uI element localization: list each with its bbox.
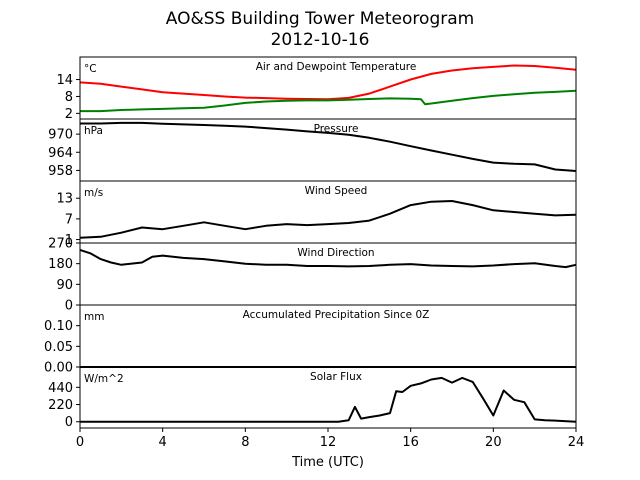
series-line-0-1 — [80, 89, 577, 113]
y-tick-label: 270 — [48, 237, 73, 252]
panels-group: 2 8 14 Air and Dewpoint Temperature °C 958 964… — [44, 56, 577, 430]
x-axis: 0 4 8 12 16 20 24 — [76, 428, 584, 450]
figure-subtitle: 2012-10-16 — [271, 30, 370, 50]
panel-title: Pressure — [314, 123, 359, 135]
y-tick-label: 0.00 — [44, 361, 73, 376]
panel-title: Solar Flux — [310, 371, 362, 383]
panel-3: 0 90 180 270 Wind Direction — [48, 237, 577, 314]
y-tick-label: 0.10 — [44, 319, 73, 334]
x-tick-label: 20 — [485, 435, 502, 450]
panel-unit: mm — [84, 311, 104, 323]
series-line-2-0 — [79, 200, 577, 239]
y-tick-label: 180 — [48, 257, 73, 272]
y-tick-label: 0 — [65, 299, 73, 314]
x-tick-label: 12 — [320, 435, 337, 450]
panel-2: 1 7 13 Wind Speed m/s — [56, 180, 577, 248]
x-tick-label: 0 — [76, 435, 84, 450]
y-tick-label: 1 — [65, 233, 73, 248]
x-tick-label: 16 — [402, 435, 419, 450]
panel-title: Wind Speed — [305, 185, 368, 197]
panel-5: 0 220 440 Solar Flux W/m^2 — [48, 366, 577, 430]
y-tick-label: 13 — [56, 192, 73, 207]
x-axis-label: Time (UTC) — [291, 455, 364, 470]
y-tick-label: 964 — [48, 146, 73, 161]
y-tick-label: 440 — [48, 381, 73, 396]
y-tick-label: 0.05 — [44, 340, 73, 355]
series-line-5-0 — [80, 376, 577, 423]
panel-title: Accumulated Precipitation Since 0Z — [243, 309, 430, 321]
figure-title: AO&SS Building Tower Meteorogram — [166, 9, 474, 29]
panel-title: Wind Direction — [297, 247, 374, 259]
x-tick-label: 4 — [159, 435, 167, 450]
y-tick-label: 220 — [48, 398, 73, 413]
y-tick-label: 7 — [65, 212, 73, 227]
series-line-1-0 — [80, 121, 577, 172]
panel-unit: m/s — [84, 187, 103, 199]
y-tick-label: 90 — [56, 278, 73, 293]
y-tick-label: 970 — [48, 128, 73, 143]
series-line-3-0 — [79, 248, 577, 269]
y-tick-label: 958 — [48, 164, 73, 179]
panel-4: 0.00 0.05 0.10 Accumulated Precipitation Si… — [44, 304, 577, 376]
y-tick-label: 2 — [65, 107, 73, 122]
x-tick-label: 24 — [568, 435, 585, 450]
panel-1: 958 964 970 Pressure hPa — [48, 118, 577, 182]
panel-title: Air and Dewpoint Temperature — [256, 61, 417, 73]
x-tick-label: 8 — [241, 435, 249, 450]
y-tick-label: 0 — [65, 415, 73, 430]
panel-unit: W/m^2 — [84, 373, 124, 385]
y-tick-label: 8 — [65, 90, 73, 105]
panel-0: 2 8 14 Air and Dewpoint Temperature °C — [56, 56, 577, 122]
panel-unit: °C — [84, 63, 97, 75]
panel-unit: hPa — [84, 125, 103, 137]
y-tick-label: 14 — [56, 73, 73, 88]
series-line-0-0 — [79, 64, 577, 101]
